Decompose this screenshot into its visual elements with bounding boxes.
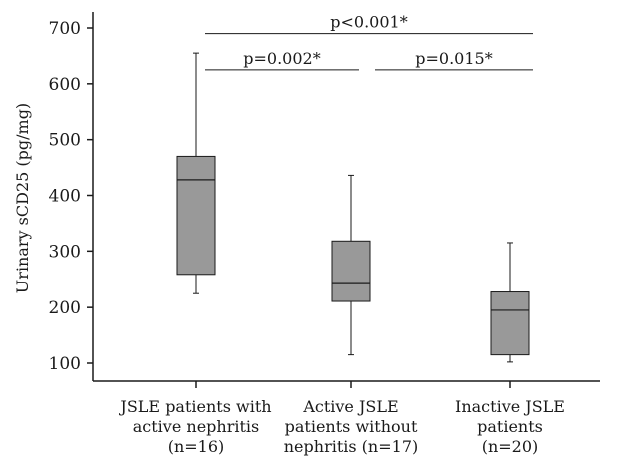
y-tick-label: 300 (49, 242, 81, 262)
box-group (490, 242, 530, 363)
x-category-label: patients without (285, 417, 418, 436)
x-category-label: (n=16) (168, 437, 225, 456)
significance-brackets: p=0.002* p=0.015* p<0.001* (205, 13, 533, 71)
x-category-label: Active JSLE (302, 397, 398, 416)
x-category-label: JSLE patients with (118, 397, 271, 416)
y-tick-label: 400 (49, 187, 81, 207)
x-category-label: nephritis (n=17) (284, 437, 418, 456)
y-tick-label: 200 (49, 298, 81, 318)
x-category-label: patients (477, 417, 543, 436)
y-axis: 100 200 300 400 500 600 700 (49, 12, 94, 381)
significance-label: p=0.015* (415, 49, 492, 68)
y-tick-label: 500 (49, 131, 81, 151)
iqr-box (331, 240, 371, 302)
significance-label: p=0.002* (243, 49, 320, 68)
iqr-box (490, 291, 530, 356)
box-group (331, 174, 371, 356)
y-tick-label: 100 (49, 354, 81, 374)
x-category-label: (n=20) (482, 437, 539, 456)
iqr-box (176, 155, 216, 276)
y-axis-label: Urinary sCD25 (pg/mg) (13, 103, 32, 293)
box-series (176, 52, 530, 363)
significance-label: p<0.001* (330, 13, 407, 32)
y-tick-label: 600 (49, 75, 81, 95)
x-category-label: Inactive JSLE (455, 397, 565, 416)
y-tick-label: 700 (49, 19, 81, 39)
x-category-label: active nephritis (133, 417, 259, 436)
box-group (176, 52, 216, 294)
